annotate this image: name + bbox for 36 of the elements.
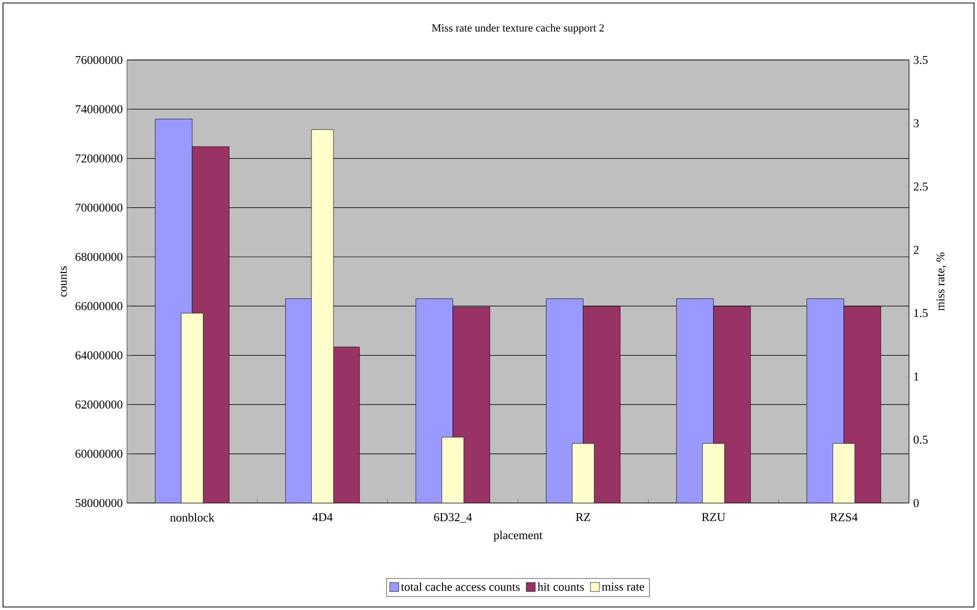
y-tick-label: 58000000 [76, 498, 122, 508]
y2-tick-label: 2 [914, 246, 919, 254]
y2-tick-label: 3.5 [914, 56, 928, 64]
x-tick-label: 6D32_4 [434, 513, 472, 523]
y2-axis-title: miss rate, % [936, 252, 946, 311]
legend-label: total cache access counts [401, 582, 520, 591]
y-tick-label: 64000000 [76, 351, 122, 360]
y-tick-label: 74000000 [76, 105, 122, 114]
y-tick-label: 70000000 [76, 204, 122, 212]
x-tick-label: RZS4 [830, 513, 858, 522]
bar [832, 443, 856, 503]
y-tick-label: 76000000 [76, 56, 122, 64]
y2-tick-label: 1 [914, 372, 918, 380]
bar [572, 443, 594, 503]
y2-tick-label: 3 [914, 119, 919, 128]
x-tick-label: 4D4 [312, 513, 333, 522]
legend-label: hit counts [538, 582, 584, 591]
x-axis-title: placement [494, 530, 543, 542]
y-tick-label: 62000000 [76, 400, 122, 409]
bar [702, 443, 725, 503]
legend-label: miss rate [602, 582, 644, 591]
y2-tick-label: 0 [914, 498, 919, 508]
chart-title: Miss rate under texture cache support 2 [432, 24, 604, 34]
y2-tick-label: 1.5 [914, 309, 928, 318]
y-axis-title: counts [60, 266, 67, 297]
y2-tick-label: 2.5 [914, 182, 928, 191]
y-tick-label: 72000000 [76, 154, 122, 162]
x-tick-label: RZU [702, 513, 726, 522]
y2-tick-label: 0.5 [914, 436, 928, 444]
bar [442, 436, 464, 503]
y-tick-label: 60000000 [76, 450, 122, 458]
x-tick-label: nonblock [170, 513, 214, 522]
y-tick-label: 66000000 [76, 302, 122, 310]
bar [180, 312, 204, 503]
x-tick-label: RZ [576, 513, 590, 521]
y-tick-label: 68000000 [76, 252, 122, 261]
